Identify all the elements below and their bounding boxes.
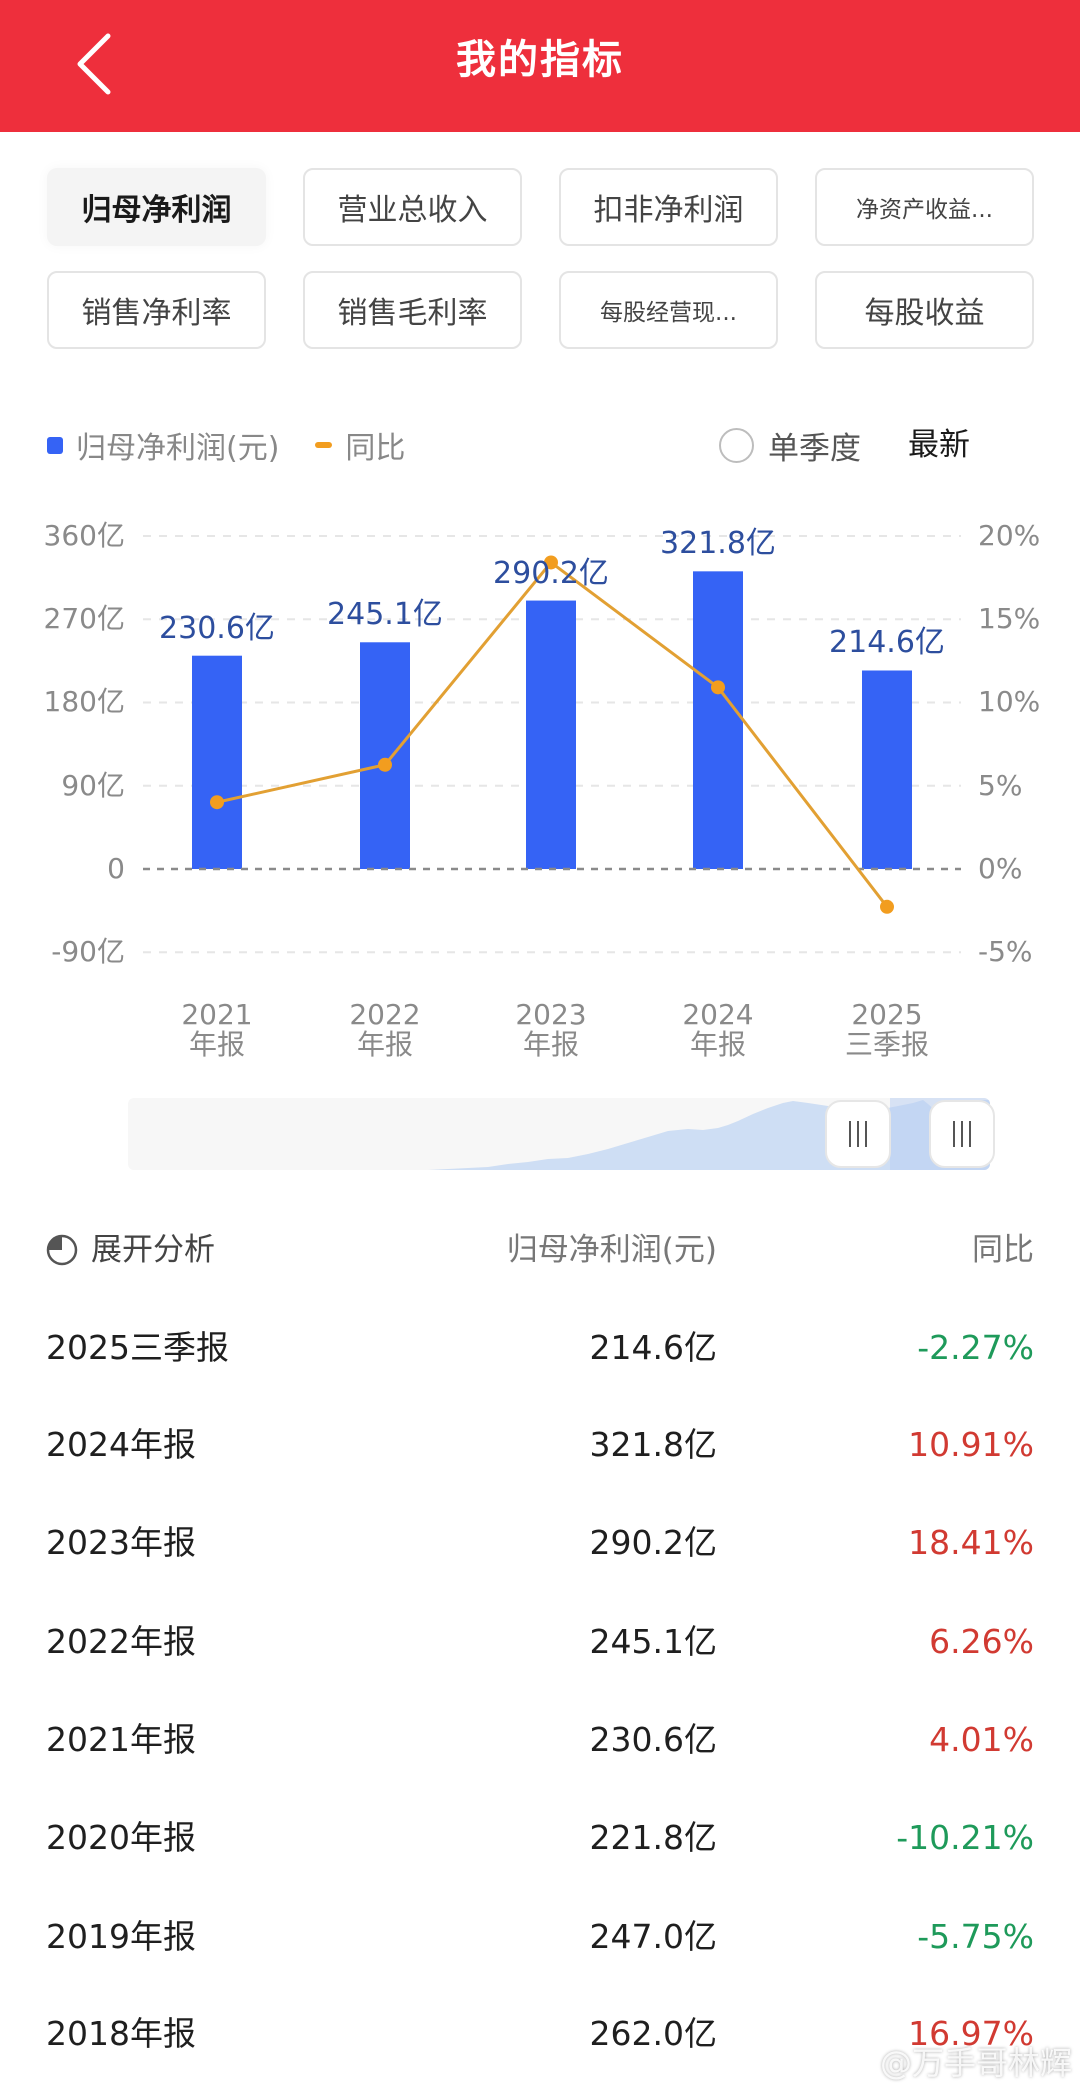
tab-gross-margin[interactable]: 销售毛利率 <box>303 271 522 349</box>
yoy-cell: 6.26% <box>929 1622 1034 1661</box>
tab-total-revenue[interactable]: 营业总收入 <box>303 168 522 246</box>
top-bar: 我的指标 <box>0 0 1080 132</box>
table-row[interactable]: 2020年报 221.8亿 -10.21% <box>0 1789 1080 1887</box>
single-quarter-label: 单季度 <box>768 430 861 467</box>
combo-chart: 360亿 270亿 180亿 90亿 0 -90亿 20% 15% 10% 5%… <box>0 500 1080 1100</box>
yoy-cell: 4.01% <box>929 1720 1034 1759</box>
line-point[interactable] <box>378 757 392 772</box>
range-end-handle[interactable] <box>929 1100 995 1168</box>
line-point[interactable] <box>544 555 558 570</box>
bar-value-label: 245.1亿 <box>327 597 443 633</box>
line-legend-swatch <box>315 442 333 448</box>
tab-net-margin[interactable]: 销售净利率 <box>47 271 266 349</box>
value-cell: 290.2亿 <box>589 1523 717 1562</box>
line-point[interactable] <box>711 680 725 695</box>
bar-value-label: 230.6亿 <box>159 610 275 646</box>
bar-value-label: 321.8亿 <box>660 526 776 562</box>
table-row[interactable]: 2023年报 290.2亿 18.41% <box>0 1494 1080 1592</box>
value-cell: 221.8亿 <box>589 1818 717 1857</box>
bar-value-label: 214.6亿 <box>829 625 945 661</box>
period-cell: 2023年报 <box>46 1523 196 1562</box>
x-axis-label: 2024 年报 <box>682 998 754 1061</box>
left-axis-tick: 180亿 <box>43 685 125 718</box>
yoy-column-header: 同比 <box>972 1232 1034 1268</box>
bar-value-label: 290.2亿 <box>493 555 609 591</box>
right-axis-tick: 15% <box>978 602 1041 635</box>
right-axis-tick: 0% <box>978 852 1023 885</box>
value-cell: 247.0亿 <box>589 1917 717 1956</box>
table-row[interactable]: 2025三季报 214.6亿 -2.27% <box>0 1299 1080 1397</box>
yoy-cell: 16.97% <box>908 2014 1034 2053</box>
yoy-cell: 18.41% <box>908 1523 1034 1562</box>
bar[interactable] <box>526 600 576 869</box>
radio-icon[interactable] <box>719 427 754 463</box>
table-row[interactable]: 2021年报 230.6亿 4.01% <box>0 1691 1080 1789</box>
table-row[interactable]: 2019年报 247.0亿 -5.75% <box>0 1888 1080 1986</box>
value-cell: 230.6亿 <box>589 1720 717 1759</box>
yoy-cell: -2.27% <box>917 1328 1034 1367</box>
plot-area <box>143 535 961 954</box>
value-cell: 321.8亿 <box>589 1425 717 1464</box>
chevron-left-icon <box>77 33 111 95</box>
right-axis-tick: 20% <box>978 519 1041 552</box>
period-cell: 2019年报 <box>46 1917 196 1956</box>
x-axis-label: 2025 三季报 <box>844 998 929 1061</box>
period-cell: 2022年报 <box>46 1622 196 1661</box>
bar-legend-swatch <box>47 436 63 454</box>
period-cell: 2021年报 <box>46 1720 196 1759</box>
bar[interactable] <box>693 571 743 869</box>
left-axis-tick: -90亿 <box>51 935 125 968</box>
tab-roe[interactable]: 净资产收益... <box>815 168 1034 246</box>
right-axis-tick: 10% <box>978 685 1041 718</box>
bar[interactable] <box>360 642 410 869</box>
range-start-handle[interactable] <box>825 1100 891 1168</box>
grip-icon <box>953 1121 971 1147</box>
bar[interactable] <box>862 670 912 869</box>
value-cell: 245.1亿 <box>589 1622 717 1661</box>
left-axis-tick: 0 <box>107 852 125 885</box>
right-axis-tick: 5% <box>978 769 1023 802</box>
page-title: 我的指标 <box>456 37 624 83</box>
back-button[interactable] <box>60 22 130 102</box>
value-cell: 262.0亿 <box>589 2014 717 2053</box>
period-cell: 2018年报 <box>46 2014 196 2053</box>
value-cell: 214.6亿 <box>589 1328 717 1367</box>
line-legend-label: 同比 <box>345 431 406 466</box>
yoy-cell: -10.21% <box>896 1818 1034 1857</box>
tab-eps[interactable]: 每股收益 <box>815 271 1034 349</box>
weibo-icon <box>830 2043 874 2078</box>
left-axis-tick: 270亿 <box>43 602 125 635</box>
left-axis-tick: 90亿 <box>61 769 125 802</box>
tab-deducted-net-profit[interactable]: 扣非净利润 <box>559 168 778 246</box>
chart-legend: 归母净利润(元) 同比 <box>47 420 405 470</box>
x-axis-label: 2023 年报 <box>515 998 587 1061</box>
bar-legend-label: 归母净利润(元) <box>76 431 280 466</box>
right-axis-tick: -5% <box>978 935 1033 968</box>
period-cell: 2020年报 <box>46 1818 196 1857</box>
watermark-text: @万手哥林辉 <box>879 2044 1072 2082</box>
pie-chart-icon <box>46 1234 78 1266</box>
watermark: @万手哥林辉 <box>830 2038 1072 2084</box>
latest-button[interactable]: 最新 <box>908 427 970 463</box>
line-point[interactable] <box>880 899 894 914</box>
bar[interactable] <box>192 655 242 869</box>
table-row[interactable]: 2018年报 262.0亿 16.97% <box>0 1985 1080 2083</box>
expand-analysis-button[interactable]: 展开分析 <box>45 1225 215 1275</box>
grip-icon <box>849 1121 867 1147</box>
table-row[interactable]: 2024年报 321.8亿 10.91% <box>0 1396 1080 1494</box>
table-row[interactable]: 2022年报 245.1亿 6.26% <box>0 1593 1080 1691</box>
expand-analysis-label: 展开分析 <box>91 1232 215 1268</box>
x-axis-label: 2022 年报 <box>349 998 421 1061</box>
x-axis-label: 2021 年报 <box>181 998 253 1061</box>
yoy-cell: -5.75% <box>917 1917 1034 1956</box>
line-point[interactable] <box>210 795 224 810</box>
tab-operating-cashflow-per-share[interactable]: 每股经营现... <box>559 271 778 349</box>
single-quarter-toggle[interactable]: 单季度 <box>719 420 861 470</box>
left-axis-tick: 360亿 <box>43 519 125 552</box>
period-cell: 2024年报 <box>46 1425 196 1464</box>
yoy-cell: 10.91% <box>908 1425 1034 1464</box>
period-cell: 2025三季报 <box>46 1328 229 1367</box>
value-column-header: 归母净利润(元) <box>506 1232 717 1268</box>
tab-net-profit[interactable]: 归母净利润 <box>47 168 266 246</box>
